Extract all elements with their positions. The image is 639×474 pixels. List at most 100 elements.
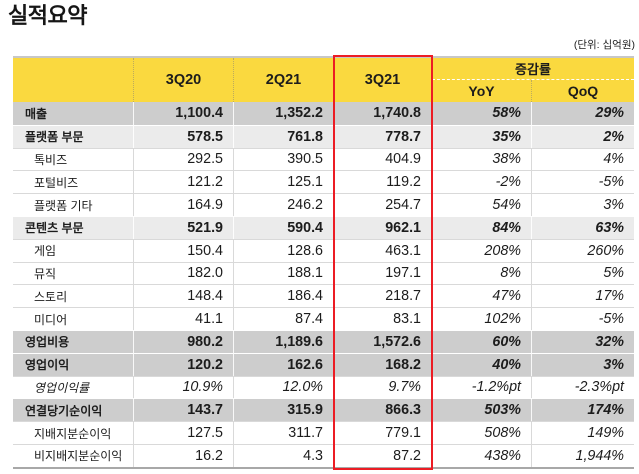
cell-portal-biz-col0: 121.2	[134, 170, 234, 194]
header-growth-qoq: QoQ	[532, 80, 634, 102]
row-label-portal-biz: 포털비즈	[13, 170, 134, 194]
cell-non-controlling-interest-profit-col0: 16.2	[134, 443, 234, 467]
header-row-label-column	[13, 58, 134, 102]
cell-talk-biz-col4: 4%	[532, 147, 634, 171]
cell-platform-other-col2: 254.7	[334, 193, 432, 216]
cell-portal-biz-col2: 119.2	[334, 170, 432, 194]
cell-platform-segment-col2: 778.7	[334, 124, 432, 148]
cell-platform-other-col3: 54%	[432, 193, 532, 216]
cell-revenue-col2: 1,740.8	[334, 102, 432, 125]
cell-non-controlling-interest-profit-col1: 4.3	[234, 443, 334, 467]
cell-platform-other-col4: 3%	[532, 193, 634, 216]
row-label-operating-profit: 영업이익	[13, 352, 134, 376]
header-quarter-2q21: 2Q21	[234, 58, 334, 102]
cell-game-col0: 150.4	[134, 238, 234, 262]
cell-talk-biz-col1: 390.5	[234, 147, 334, 171]
cell-game-col4: 260%	[532, 238, 634, 262]
cell-story-col1: 186.4	[234, 284, 334, 308]
cell-operating-expenses-col2: 1,572.6	[334, 329, 432, 353]
cell-media-col0: 41.1	[134, 307, 234, 330]
cell-controlling-interest-profit-col1: 311.7	[234, 421, 334, 444]
cell-operating-profit-col4: 3%	[532, 352, 634, 376]
cell-operating-profit-col1: 162.6	[234, 352, 334, 376]
cell-consolidated-net-profit-col0: 143.7	[134, 398, 234, 422]
cell-media-col3: 102%	[432, 307, 532, 330]
cell-non-controlling-interest-profit-col2: 87.2	[334, 443, 432, 467]
cell-operating-margin-col0: 10.9%	[134, 375, 234, 399]
row-label-talk-biz: 톡비즈	[13, 147, 134, 171]
cell-revenue-col3: 58%	[432, 102, 532, 125]
header-growth-group: 증감률	[432, 58, 634, 80]
cell-operating-profit-col3: 40%	[432, 352, 532, 376]
cell-platform-other-col0: 164.9	[134, 193, 234, 216]
cell-consolidated-net-profit-col1: 315.9	[234, 398, 334, 422]
page-title: 실적요약	[8, 3, 87, 28]
cell-operating-expenses-col4: 32%	[532, 329, 634, 353]
cell-music-col2: 197.1	[334, 261, 432, 285]
row-label-content-segment: 콘텐츠 부문	[13, 215, 134, 239]
cell-controlling-interest-profit-col3: 508%	[432, 421, 532, 444]
cell-story-col3: 47%	[432, 284, 532, 308]
cell-operating-expenses-col0: 980.2	[134, 329, 234, 353]
cell-talk-biz-col3: 38%	[432, 147, 532, 171]
cell-media-col2: 83.1	[334, 307, 432, 330]
row-label-platform-segment: 플랫폼 부문	[13, 124, 134, 148]
cell-controlling-interest-profit-col2: 779.1	[334, 421, 432, 444]
cell-platform-segment-col0: 578.5	[134, 124, 234, 148]
cell-content-segment-col4: 63%	[532, 215, 634, 239]
header-quarter-3q21: 3Q21	[334, 58, 432, 102]
cell-revenue-col1: 1,352.2	[234, 102, 334, 125]
cell-story-col0: 148.4	[134, 284, 234, 308]
cell-consolidated-net-profit-col4: 174%	[532, 398, 634, 422]
row-label-platform-other: 플랫폼 기타	[13, 193, 134, 216]
cell-operating-expenses-col3: 60%	[432, 329, 532, 353]
cell-revenue-col0: 1,100.4	[134, 102, 234, 125]
cell-portal-biz-col3: -2%	[432, 170, 532, 194]
cell-revenue-col4: 29%	[532, 102, 634, 125]
financial-summary-table: 3Q20 2Q21 3Q21 증감률 YoY QoQ 매출 1,100.4 1,…	[13, 56, 634, 469]
cell-operating-expenses-col1: 1,189.6	[234, 329, 334, 353]
cell-music-col0: 182.0	[134, 261, 234, 285]
cell-operating-profit-col0: 120.2	[134, 352, 234, 376]
row-label-operating-margin: 영업이익률	[13, 375, 134, 399]
cell-content-segment-col3: 84%	[432, 215, 532, 239]
cell-consolidated-net-profit-col3: 503%	[432, 398, 532, 422]
cell-talk-biz-col0: 292.5	[134, 147, 234, 171]
cell-music-col4: 5%	[532, 261, 634, 285]
cell-story-col2: 218.7	[334, 284, 432, 308]
row-label-operating-expenses: 영업비용	[13, 329, 134, 353]
cell-consolidated-net-profit-col2: 866.3	[334, 398, 432, 422]
cell-game-col3: 208%	[432, 238, 532, 262]
cell-platform-other-col1: 246.2	[234, 193, 334, 216]
cell-controlling-interest-profit-col0: 127.5	[134, 421, 234, 444]
cell-operating-margin-col2: 9.7%	[334, 375, 432, 399]
row-label-media: 미디어	[13, 307, 134, 330]
cell-talk-biz-col2: 404.9	[334, 147, 432, 171]
cell-platform-segment-col1: 761.8	[234, 124, 334, 148]
header-quarter-3q20: 3Q20	[134, 58, 234, 102]
cell-operating-margin-col4: -2.3%pt	[532, 375, 634, 399]
row-label-controlling-interest-profit: 지배지분순이익	[13, 421, 134, 444]
cell-content-segment-col0: 521.9	[134, 215, 234, 239]
header-growth-yoy: YoY	[432, 80, 532, 102]
cell-portal-biz-col4: -5%	[532, 170, 634, 193]
row-label-non-controlling-interest-profit: 비지배지분순이익	[13, 443, 134, 467]
cell-music-col1: 188.1	[234, 261, 334, 285]
row-label-music: 뮤직	[13, 261, 134, 285]
cell-non-controlling-interest-profit-col3: 438%	[432, 443, 532, 467]
cell-media-col1: 87.4	[234, 307, 334, 330]
row-label-story: 스토리	[13, 284, 134, 308]
cell-story-col4: 17%	[532, 284, 634, 307]
cell-content-segment-col1: 590.4	[234, 215, 334, 239]
cell-controlling-interest-profit-col4: 149%	[532, 421, 634, 444]
cell-platform-segment-col4: 2%	[532, 124, 634, 148]
unit-note: (단위: 십억원)	[573, 39, 635, 51]
row-label-game: 게임	[13, 238, 134, 262]
cell-content-segment-col2: 962.1	[334, 215, 432, 239]
row-label-consolidated-net-profit: 연결당기순이익	[13, 398, 134, 422]
cell-operating-margin-col1: 12.0%	[234, 375, 334, 399]
cell-portal-biz-col1: 125.1	[234, 170, 334, 194]
row-label-revenue: 매출	[13, 102, 134, 125]
cell-non-controlling-interest-profit-col4: 1,944%	[532, 443, 634, 467]
cell-media-col4: -5%	[532, 307, 634, 330]
